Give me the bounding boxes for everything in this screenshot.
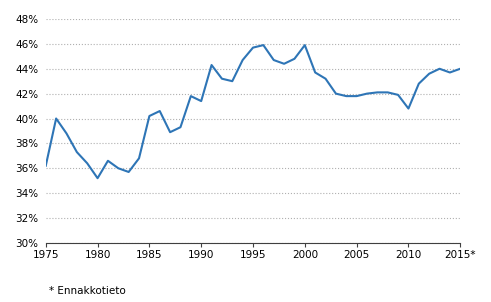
Text: * Ennakkotieto: * Ennakkotieto: [49, 286, 126, 296]
